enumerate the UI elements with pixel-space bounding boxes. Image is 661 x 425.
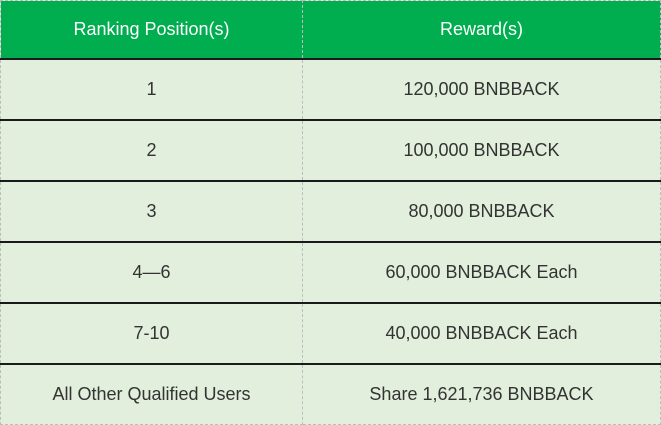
header-reward: Reward(s) bbox=[302, 0, 661, 60]
position-cell: 2 bbox=[0, 120, 303, 182]
reward-cell: 100,000 BNBBACK bbox=[302, 120, 661, 182]
table-row: 2 100,000 BNBBACK bbox=[0, 120, 661, 182]
position-cell: 1 bbox=[0, 59, 303, 121]
reward-cell: 60,000 BNBBACK Each bbox=[302, 242, 661, 304]
reward-cell: 120,000 BNBBACK bbox=[302, 59, 661, 121]
position-cell: 7-10 bbox=[0, 303, 303, 365]
reward-cell: 80,000 BNBBACK bbox=[302, 181, 661, 243]
position-cell: 3 bbox=[0, 181, 303, 243]
reward-cell: Share 1,621,736 BNBBACK bbox=[302, 364, 661, 425]
position-cell: 4—6 bbox=[0, 242, 303, 304]
table-row: 3 80,000 BNBBACK bbox=[0, 181, 661, 243]
table-row: 1 120,000 BNBBACK bbox=[0, 59, 661, 121]
reward-cell: 40,000 BNBBACK Each bbox=[302, 303, 661, 365]
table-row: All Other Qualified Users Share 1,621,73… bbox=[0, 364, 661, 425]
table-row: 4—6 60,000 BNBBACK Each bbox=[0, 242, 661, 304]
header-row: Ranking Position(s) Reward(s) bbox=[0, 0, 661, 60]
header-ranking-position: Ranking Position(s) bbox=[0, 0, 303, 60]
table-row: 7-10 40,000 BNBBACK Each bbox=[0, 303, 661, 365]
position-cell: All Other Qualified Users bbox=[0, 364, 303, 425]
